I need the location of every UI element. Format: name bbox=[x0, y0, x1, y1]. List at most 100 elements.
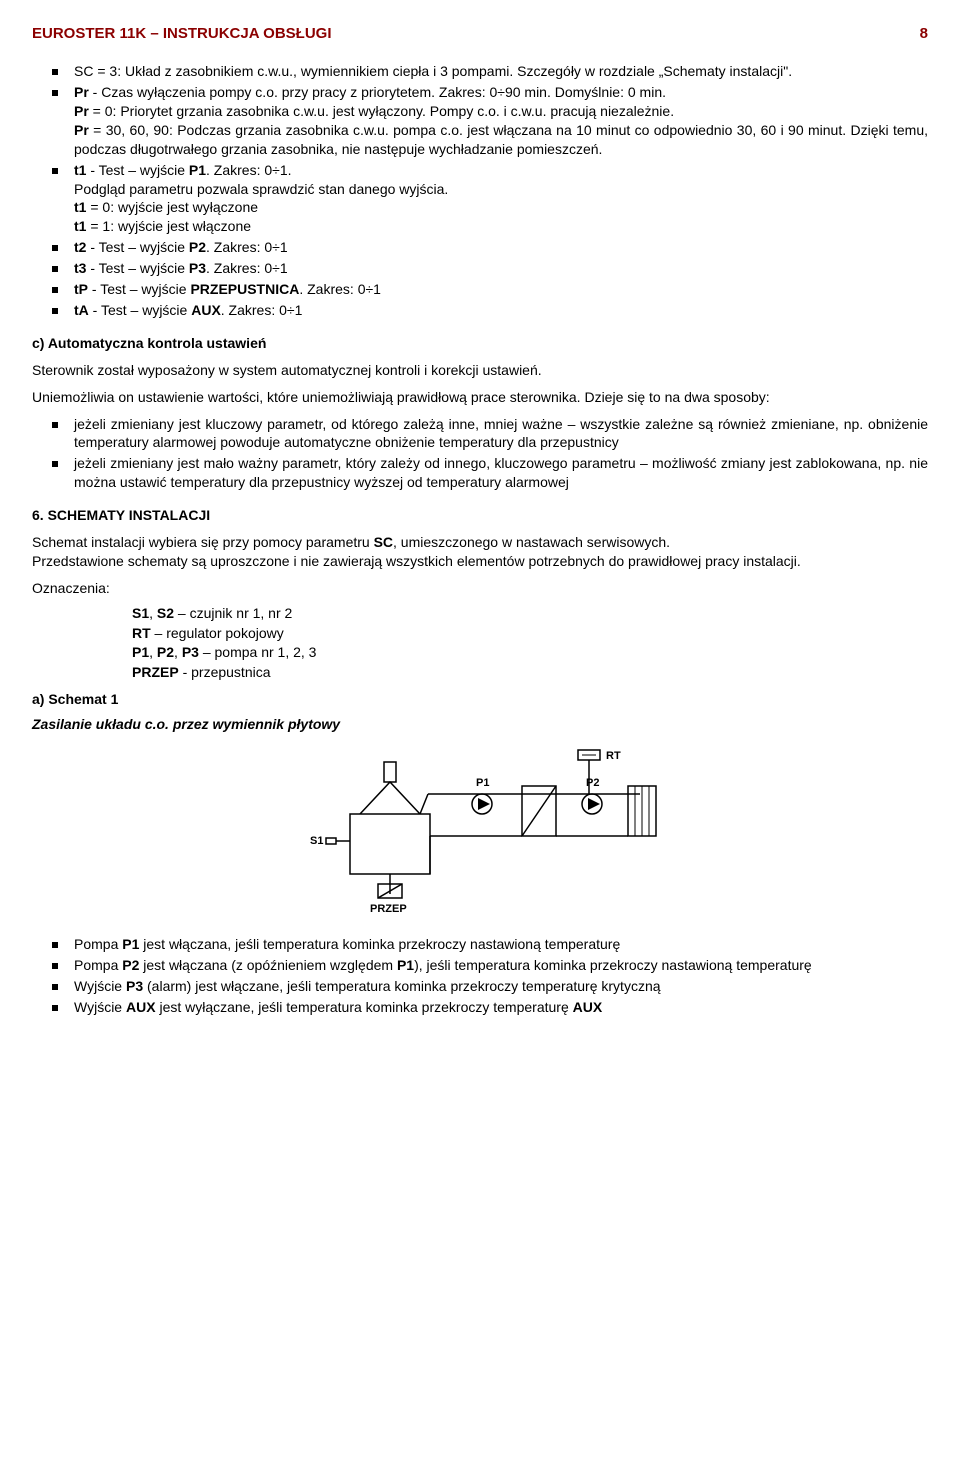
text: = 0: wyjście jest wyłączone bbox=[86, 199, 258, 215]
text: P2 bbox=[189, 239, 206, 255]
section-c-heading: c) Automatyczna kontrola ustawień bbox=[32, 334, 928, 353]
text: P1 bbox=[189, 162, 206, 178]
text: - Test – wyjście bbox=[88, 281, 190, 297]
section-c-list: jeżeli zmieniany jest kluczowy parametr,… bbox=[32, 415, 928, 493]
text: AUX bbox=[573, 999, 603, 1015]
text: Pompa bbox=[74, 957, 122, 973]
text: . Zakres: 0÷1 bbox=[206, 260, 288, 276]
text: SC bbox=[374, 534, 393, 550]
text: Pr bbox=[74, 103, 89, 119]
text: AUX bbox=[126, 999, 156, 1015]
oznaczenia-label: Oznaczenia: bbox=[32, 579, 928, 598]
list-item: t3 - Test – wyjście P3. Zakres: 0÷1 bbox=[74, 259, 928, 278]
paragraph: Schemat instalacji wybiera się przy pomo… bbox=[32, 533, 928, 571]
bottom-list: Pompa P1 jest włączana, jeśli temperatur… bbox=[32, 935, 928, 1017]
text: AUX bbox=[191, 302, 221, 318]
text: = 1: wyjście jest włączone bbox=[86, 218, 251, 234]
text: . Zakres: 0÷1 bbox=[206, 239, 288, 255]
list-item: Pompa P1 jest włączana, jeśli temperatur… bbox=[74, 935, 928, 954]
text: t1 bbox=[74, 218, 86, 234]
text: jest włączana, jeśli temperatura kominka… bbox=[139, 936, 620, 952]
text: Pr bbox=[74, 84, 89, 100]
text: P3 bbox=[126, 978, 143, 994]
text: Przedstawione schematy są uproszczone i … bbox=[32, 553, 801, 569]
text: Podgląd parametru pozwala sprawdzić stan… bbox=[74, 181, 448, 197]
text: Schemat instalacji wybiera się przy pomo… bbox=[32, 534, 374, 550]
list-item: jeżeli zmieniany jest kluczowy parametr,… bbox=[74, 415, 928, 453]
page-number: 8 bbox=[920, 24, 928, 44]
text: PRZEPUSTNICA bbox=[190, 281, 299, 297]
schemat-1-subtitle: Zasilanie układu c.o. przez wymiennik pł… bbox=[32, 715, 928, 734]
text: jest wyłączane, jeśli temperatura komink… bbox=[156, 999, 573, 1015]
label-s1: S1 bbox=[310, 835, 323, 847]
text: SC = 3: Układ z zasobnikiem c.w.u., wymi… bbox=[74, 63, 792, 79]
text: t2 bbox=[74, 239, 86, 255]
text: Wyjście bbox=[74, 999, 126, 1015]
text: , umieszczonego w nastawach serwisowych. bbox=[393, 534, 670, 550]
text: – regulator pokojowy bbox=[151, 625, 284, 641]
text: . Zakres: 0÷1 bbox=[299, 281, 381, 297]
text: . Zakres: 0÷1. bbox=[206, 162, 292, 178]
text: P1 bbox=[132, 644, 149, 660]
text: (alarm) jest włączane, jeśli temperatura… bbox=[143, 978, 660, 994]
text: t1 bbox=[74, 162, 86, 178]
text: ), jeśli temperatura kominka przekroczy … bbox=[414, 957, 812, 973]
schemat-1-heading: a) Schemat 1 bbox=[32, 690, 928, 709]
text: – czujnik nr 1, nr 2 bbox=[174, 605, 292, 621]
label-p1: P1 bbox=[476, 777, 489, 789]
label-przep: PRZEP bbox=[370, 903, 407, 914]
text: Pr bbox=[74, 122, 89, 138]
text: – pompa nr 1, 2, 3 bbox=[199, 644, 317, 660]
page-header: EUROSTER 11K – INSTRUKCJA OBSŁUGI 8 bbox=[32, 24, 928, 44]
list-item: tA - Test – wyjście AUX. Zakres: 0÷1 bbox=[74, 301, 928, 320]
text: P1 bbox=[397, 957, 414, 973]
text: P2 bbox=[157, 644, 174, 660]
diagram-svg: RT S1 P1 P2 bbox=[290, 744, 670, 914]
text: , bbox=[149, 644, 157, 660]
section-6-heading: 6. SCHEMATY INSTALACJI bbox=[32, 506, 928, 525]
text: , bbox=[149, 605, 157, 621]
list-item: Pompa P2 jest włączana (z opóźnieniem wz… bbox=[74, 956, 928, 975]
top-param-list: SC = 3: Układ z zasobnikiem c.w.u., wymi… bbox=[32, 62, 928, 320]
list-item: tP - Test – wyjście PRZEPUSTNICA. Zakres… bbox=[74, 280, 928, 299]
text: t1 bbox=[74, 199, 86, 215]
paragraph: Uniemożliwia on ustawienie wartości, któ… bbox=[32, 388, 928, 407]
text: PRZEP bbox=[132, 664, 179, 680]
text: = 0: Priorytet grzania zasobnika c.w.u. … bbox=[89, 103, 674, 119]
text: , bbox=[174, 644, 182, 660]
text: Pompa bbox=[74, 936, 122, 952]
text: P3 bbox=[182, 644, 199, 660]
text: P2 bbox=[122, 957, 139, 973]
text: tP bbox=[74, 281, 88, 297]
text: - przepustnica bbox=[179, 664, 271, 680]
diagram-schemat-1: RT S1 P1 P2 bbox=[32, 744, 928, 919]
text: P1 bbox=[122, 936, 139, 952]
doc-title: EUROSTER 11K – INSTRUKCJA OBSŁUGI bbox=[32, 24, 332, 44]
def-row: PRZEP - przepustnica bbox=[132, 663, 928, 682]
def-row: S1, S2 – czujnik nr 1, nr 2 bbox=[132, 604, 928, 623]
text: - Test – wyjście bbox=[86, 260, 188, 276]
list-item: t2 - Test – wyjście P2. Zakres: 0÷1 bbox=[74, 238, 928, 257]
text: P3 bbox=[189, 260, 206, 276]
text: tA bbox=[74, 302, 89, 318]
list-item: Pr - Czas wyłączenia pompy c.o. przy pra… bbox=[74, 83, 928, 159]
text: - Test – wyjście bbox=[86, 239, 188, 255]
def-row: P1, P2, P3 – pompa nr 1, 2, 3 bbox=[132, 643, 928, 662]
text: S1 bbox=[132, 605, 149, 621]
paragraph: Sterownik został wyposażony w system aut… bbox=[32, 361, 928, 380]
text: - Test – wyjście bbox=[86, 162, 188, 178]
label-rt: RT bbox=[606, 750, 621, 762]
text: jest włączana (z opóźnieniem względem bbox=[139, 957, 397, 973]
text: - Test – wyjście bbox=[89, 302, 191, 318]
list-item: jeżeli zmieniany jest mało ważny paramet… bbox=[74, 454, 928, 492]
definitions: S1, S2 – czujnik nr 1, nr 2 RT – regulat… bbox=[32, 604, 928, 683]
list-item: SC = 3: Układ z zasobnikiem c.w.u., wymi… bbox=[74, 62, 928, 81]
text: = 30, 60, 90: Podczas grzania zasobnika … bbox=[74, 122, 928, 157]
text: . Zakres: 0÷1 bbox=[221, 302, 303, 318]
def-row: RT – regulator pokojowy bbox=[132, 624, 928, 643]
label-p2: P2 bbox=[586, 777, 599, 789]
list-item: Wyjście P3 (alarm) jest włączane, jeśli … bbox=[74, 977, 928, 996]
list-item: t1 - Test – wyjście P1. Zakres: 0÷1. Pod… bbox=[74, 161, 928, 237]
text: t3 bbox=[74, 260, 86, 276]
text: Wyjście bbox=[74, 978, 126, 994]
